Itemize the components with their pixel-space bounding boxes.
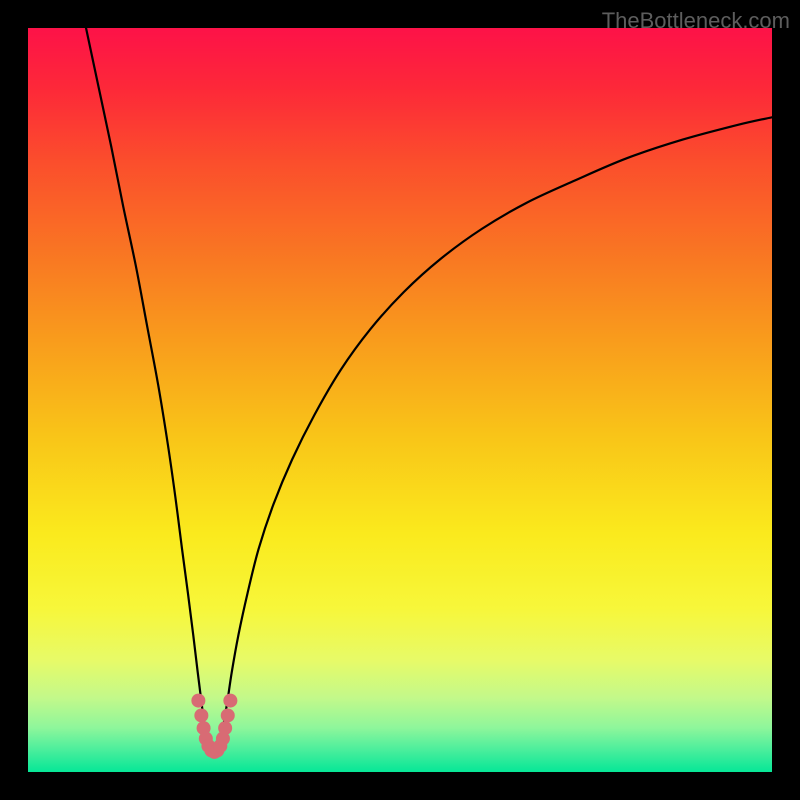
- bead-dot: [194, 708, 208, 722]
- plot-area: [28, 28, 772, 772]
- watermark-text: TheBottleneck.com: [602, 8, 790, 34]
- bead-dot: [218, 721, 232, 735]
- bead-dot: [221, 708, 235, 722]
- bead-dot: [191, 694, 205, 708]
- bead-dot: [223, 694, 237, 708]
- chart-stage: TheBottleneck.com: [0, 0, 800, 800]
- bottleneck-chart-svg: [0, 0, 800, 800]
